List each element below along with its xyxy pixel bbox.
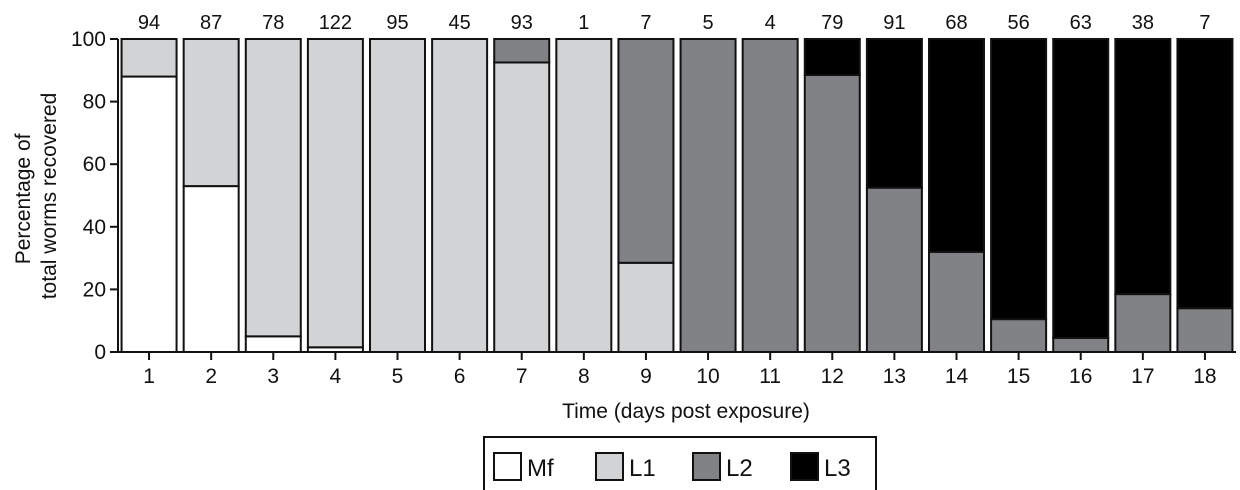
legend-label-l1: L1 xyxy=(629,455,656,482)
bar-segment-l1-day-6 xyxy=(431,38,489,353)
bar-segment-l2-day-15 xyxy=(990,318,1048,354)
count-label-day-15: 56 xyxy=(1007,12,1029,34)
bar-segment-l1-day-2 xyxy=(182,38,240,188)
bar-segment-l2-day-10 xyxy=(679,38,737,353)
bar-segment-l3-day-17 xyxy=(1114,38,1172,296)
count-label-day-10: 5 xyxy=(702,12,713,34)
y-axis-title-line-2: total worms recovered xyxy=(38,93,61,300)
x-tick-label-14: 14 xyxy=(945,365,969,388)
bar-segment-l2-day-18 xyxy=(1176,307,1234,353)
bar-segment-l2-day-17 xyxy=(1114,293,1172,353)
bar-segment-l2-day-14 xyxy=(928,250,985,353)
count-label-day-9: 7 xyxy=(640,12,651,34)
x-tick-label-8: 8 xyxy=(578,365,590,388)
x-tick-label-13: 13 xyxy=(883,365,906,388)
count-label-day-2: 87 xyxy=(200,12,222,34)
bar-segment-mf-day-2 xyxy=(182,185,240,353)
count-label-day-18: 7 xyxy=(1199,12,1210,34)
count-label-day-13: 91 xyxy=(883,12,905,34)
count-label-day-8: 1 xyxy=(578,12,589,34)
bar-segment-l2-day-11 xyxy=(741,38,799,353)
bar-segment-l1-day-7 xyxy=(493,61,551,353)
x-tick-label-18: 18 xyxy=(1193,365,1216,388)
y-tick-label-100: 100 xyxy=(71,28,106,51)
x-tick-label-16: 16 xyxy=(1069,365,1092,388)
bar-segment-l2-day-16 xyxy=(1052,336,1110,354)
count-label-day-6: 45 xyxy=(448,12,470,34)
legend-label-mf: Mf xyxy=(527,455,554,482)
count-label-day-12: 79 xyxy=(821,12,843,34)
x-tick-label-5: 5 xyxy=(392,365,404,388)
y-tick-label-80: 80 xyxy=(83,91,106,114)
bar-segment-l3-day-13 xyxy=(865,38,923,189)
count-label-day-17: 38 xyxy=(1132,12,1154,34)
bars-group xyxy=(120,38,1234,354)
y-tick-label-0: 0 xyxy=(94,341,106,364)
count-label-day-11: 4 xyxy=(765,12,776,34)
x-tick-label-9: 9 xyxy=(640,365,652,388)
legend-label-l2: L2 xyxy=(726,455,753,482)
bar-segment-l2-day-13 xyxy=(865,186,923,353)
bar-segment-l3-day-16 xyxy=(1052,38,1110,339)
x-tick-label-17: 17 xyxy=(1131,365,1154,388)
count-label-day-14: 68 xyxy=(945,12,967,34)
bar-segment-l1-day-8 xyxy=(555,38,613,353)
x-tick-label-4: 4 xyxy=(330,365,342,388)
x-tick-label-15: 15 xyxy=(1007,365,1030,388)
x-tick-label-11: 11 xyxy=(759,365,781,388)
count-label-day-7: 93 xyxy=(511,12,533,34)
count-label-day-3: 78 xyxy=(262,12,284,34)
x-ticks-group: 1 2 3 4 5 6 7 8 9 10 11 12 13 14 15 16 17 18 xyxy=(143,352,1217,388)
legend-label-l3: L3 xyxy=(824,455,851,482)
x-axis-title: Time (days post exposure) xyxy=(562,400,810,423)
x-tick-label-3: 3 xyxy=(267,365,279,388)
y-tick-label-60: 60 xyxy=(83,153,106,176)
count-label-day-4: 122 xyxy=(319,12,352,34)
legend-swatch-l1 xyxy=(595,452,624,481)
bar-segment-l3-day-18 xyxy=(1176,38,1234,310)
y-axis-title-line-1: Percentage of xyxy=(12,133,35,264)
bar-segment-l2-day-9 xyxy=(617,38,675,264)
bar-segment-l1-day-3 xyxy=(244,38,302,338)
y-tick-label-40: 40 xyxy=(83,216,106,239)
count-label-day-1: 94 xyxy=(138,12,160,34)
y-axis-title: Percentage of total worms recovered xyxy=(12,93,61,300)
bar-segment-l1-day-9 xyxy=(617,261,675,354)
count-label-day-16: 63 xyxy=(1070,12,1092,34)
legend: Mf L1 L2 L3 xyxy=(483,436,877,490)
x-tick-label-12: 12 xyxy=(821,365,844,388)
bar-segment-mf-day-3 xyxy=(244,335,302,354)
bar-segment-l3-day-12 xyxy=(803,38,861,76)
legend-swatch-mf xyxy=(493,452,522,481)
bar-segment-l1-day-5 xyxy=(369,38,426,353)
legend-swatch-l2 xyxy=(692,452,721,481)
bar-segment-l2-day-7 xyxy=(493,38,551,64)
legend-items: Mf L1 L2 L3 xyxy=(493,452,851,482)
x-tick-label-1: 1 xyxy=(143,365,155,388)
bar-segment-l3-day-15 xyxy=(990,38,1048,321)
legend-swatch-l3 xyxy=(790,452,819,481)
x-tick-label-10: 10 xyxy=(696,365,719,388)
x-tick-label-2: 2 xyxy=(205,365,217,388)
bar-segment-mf-day-1 xyxy=(120,75,178,353)
y-ticks-group: 0 20 40 60 80 100 xyxy=(71,28,118,364)
bar-segment-l1-day-1 xyxy=(120,38,178,78)
x-tick-label-7: 7 xyxy=(516,365,528,388)
bar-segment-l1-day-4 xyxy=(306,38,364,349)
bar-segment-l2-day-12 xyxy=(803,73,861,354)
y-tick-label-20: 20 xyxy=(83,278,106,301)
count-labels-group: 94 87 78 122 95 45 93 1 7 5 4 79 91 68 56 63 38 7 xyxy=(138,12,1211,34)
count-label-day-5: 95 xyxy=(386,12,408,34)
x-tick-label-6: 6 xyxy=(454,365,466,388)
bar-segment-l3-day-14 xyxy=(928,38,985,253)
